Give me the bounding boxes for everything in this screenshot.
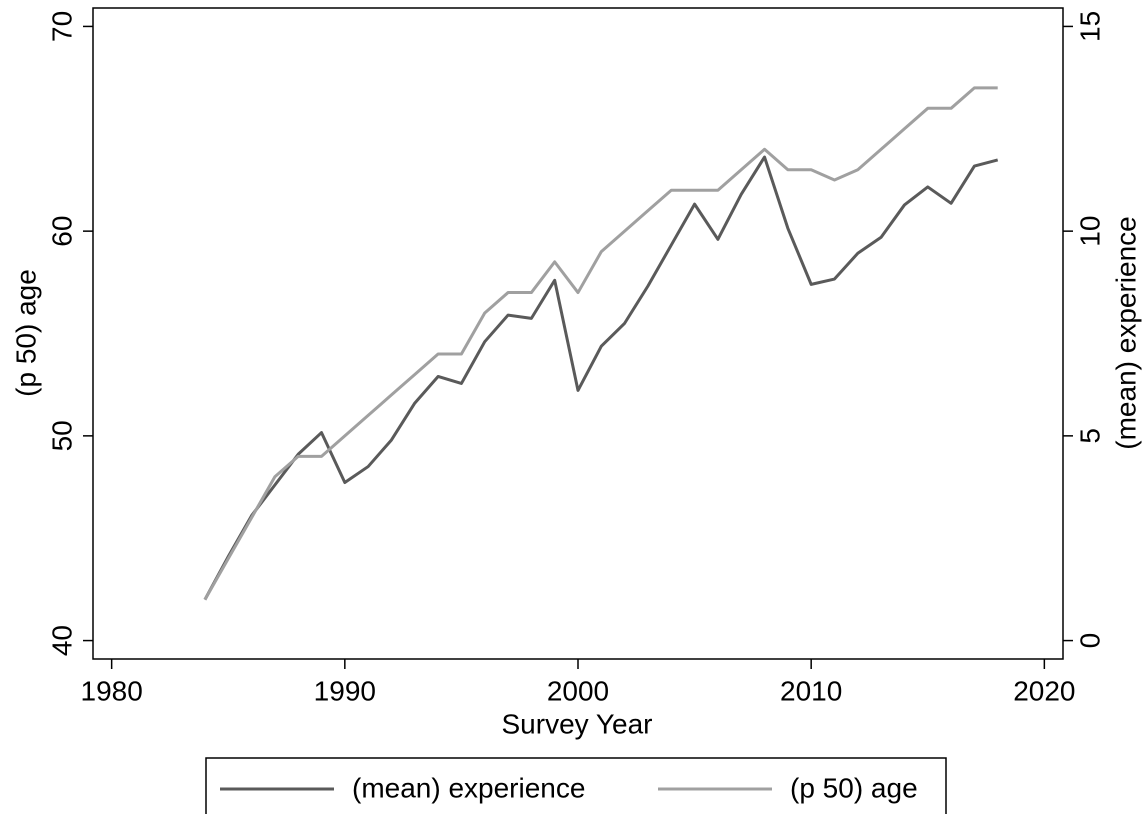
y-tick-label: 40 bbox=[46, 625, 77, 656]
series-line bbox=[203, 155, 999, 601]
y2-axis-title: (mean) experience bbox=[1110, 216, 1141, 449]
x-tick-label: 1980 bbox=[81, 675, 143, 706]
x-tick-label: 2020 bbox=[1013, 675, 1075, 706]
x-tick-label: 2010 bbox=[780, 675, 842, 706]
y2-tick-label: 0 bbox=[1074, 633, 1105, 649]
y-tick-label: 60 bbox=[46, 216, 77, 247]
y2-tick-label: 5 bbox=[1074, 428, 1105, 444]
legend-label: (p 50) age bbox=[790, 772, 918, 803]
plot-frame bbox=[92, 7, 1064, 660]
legend-box bbox=[205, 757, 947, 814]
x-tick-label: 2000 bbox=[547, 675, 609, 706]
series-line bbox=[203, 86, 998, 601]
y-tick-label: 70 bbox=[46, 11, 77, 42]
y2-tick-label: 10 bbox=[1074, 216, 1105, 247]
x-axis-title: Survey Year bbox=[502, 708, 653, 739]
y-axis-title: (p 50) age bbox=[10, 269, 41, 397]
legend-label: (mean) experience bbox=[352, 772, 585, 803]
x-tick-label: 1990 bbox=[314, 675, 376, 706]
y-tick-label: 50 bbox=[46, 420, 77, 451]
y2-tick-label: 15 bbox=[1074, 11, 1105, 42]
